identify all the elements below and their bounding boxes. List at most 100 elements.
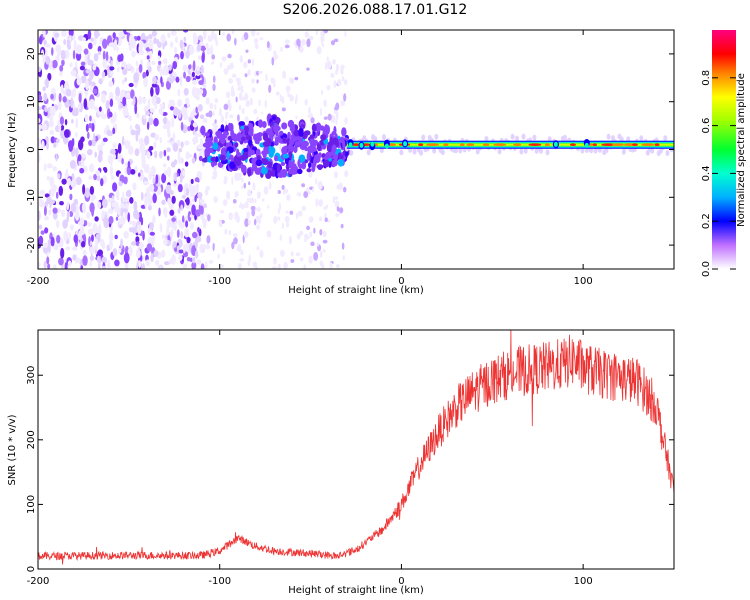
spectrogram-cell [72,246,78,251]
spectrogram-cell [308,35,314,41]
spectrogram-cell [185,187,190,197]
spectrogram-cell [110,115,115,124]
spectrogram-cell [247,220,251,224]
spectrogram-cell [58,185,64,196]
spectrogram-cell [177,219,183,226]
spectrogram-cell [80,241,86,248]
band-peak-cell [641,143,655,147]
spectrogram-cell [93,106,98,111]
spectrogram-cell [138,43,143,55]
spectrogram-cell [208,259,214,264]
spectrogram-cell [82,249,87,256]
spectrogram-cell [38,235,44,246]
spectrogram-cell [330,40,336,46]
spectrogram-cell [46,196,52,205]
spectrogram-cell [69,193,73,201]
spectrogram-cell [159,136,163,144]
spectrogram-cell [279,234,283,241]
spectrogram-cell [332,195,336,204]
spectrogram-cell [262,120,267,129]
spectrogram-cell [277,263,281,269]
spectrogram-cell [65,246,71,251]
spectrogram-cell [116,46,119,52]
spectrogram-cell [77,230,83,241]
spectrogram-cell [46,256,50,265]
spectrogram-cell [287,87,290,96]
spectrogram-cell [280,47,283,52]
spectrogram-cell [247,59,252,64]
colorbar-tick-label: 0.0 [701,261,712,277]
spectrogram-cell [101,198,108,208]
spectrogram-cell [173,220,177,231]
colorbar-tick-label: 0.6 [701,118,712,134]
spectrogram-cell [117,142,122,154]
spectrogram-cell [92,64,97,71]
spectrogram-cell [87,221,92,228]
spectrogram-cell [258,99,261,107]
spectrogram-cell [47,263,51,269]
spectrogram-cell [194,177,200,183]
spectrogram-cell [60,84,64,94]
spectrogram-cell [79,65,86,71]
spectrogram-cell [50,186,55,198]
spectrogram-cell [331,130,337,136]
spectrogram-cell [78,161,82,166]
spectrogram-cell [421,134,426,141]
spectrogram-cell [83,98,88,110]
spectrogram-cell [298,137,304,145]
spectrogram-cell [112,127,116,135]
spectrogram-cell [125,92,131,99]
spectrogram-cell [55,138,60,144]
spectrogram-cell [610,135,615,142]
spectrogram-cell [257,132,263,137]
spectrogram-cell [109,231,114,243]
spectrogram-cell [243,147,249,153]
spectrogram-cell [138,242,144,250]
spectrogram-cell [97,201,102,209]
spectrogram-cell [89,84,93,92]
spectrogram-cell [123,231,129,239]
spectrogram-cell [257,206,261,213]
spectrogram-cell [204,148,208,155]
spectrogram-cell [118,180,123,187]
spectrogram-cell [153,117,159,127]
spectrogram-cell [138,96,143,105]
spectrogram-cell [182,170,186,177]
spectrogram-cell [310,241,315,247]
snr-area [38,330,674,569]
spectrogram-cell [162,42,165,50]
spectrogram-cell [219,62,223,68]
spectrogram-cell [289,77,295,84]
spectrogram-cell [77,154,82,162]
spectrogram-cell [268,181,272,190]
spectrogram-cell [236,132,243,142]
colorbar-tick-label: 0.8 [701,70,712,86]
band-peak-cell [623,143,636,147]
spectrogram-cell [108,208,112,214]
spectrogram-cell [87,30,92,40]
spectrogram-cell [88,163,95,173]
spectrogram-cell [320,89,324,96]
snr-plot: -200 -100 0 100 0 100 200 300 Height of straig… [7,329,675,596]
spectrogram-cell [308,162,312,169]
spectrogram-cell [205,212,208,218]
spectrogram-cell [200,64,204,75]
spectrogram-cell [80,153,87,159]
spectrogram-cell [150,86,154,97]
spectrogram-cell [152,193,157,204]
spectrogram-cell [52,165,57,172]
spectrogram-cell [344,30,347,38]
spectrogram-cell [340,64,345,70]
spectrogram-cell [107,154,114,165]
spectrogram-cell [589,147,594,154]
spectrogram-cell [333,109,338,115]
spectrogram-cell [241,177,244,183]
spectrogram-cell [282,70,287,79]
spectrogram-cell [288,151,293,159]
spectrogram-cell [251,209,256,217]
spectrogram-cell [198,80,204,86]
spectrogram-cell [186,153,193,159]
spectrogram-cell [166,226,170,237]
spectrogram-cell [62,219,68,229]
